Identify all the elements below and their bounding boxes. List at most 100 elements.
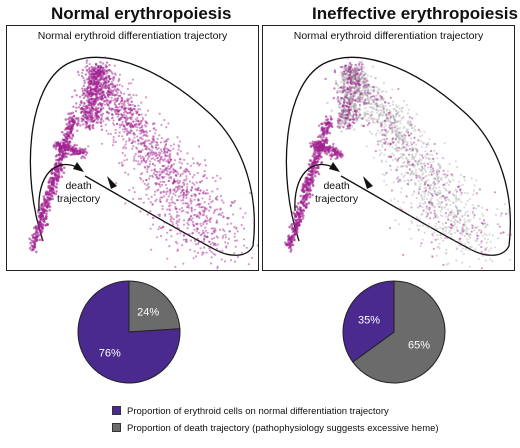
cell-point — [350, 75, 354, 78]
cell-point — [425, 146, 428, 149]
cell-point — [108, 77, 111, 81]
cell-point — [82, 123, 85, 126]
cell-point — [459, 232, 462, 235]
cell-point — [361, 75, 364, 78]
cell-point — [48, 197, 52, 201]
cell-point — [387, 142, 390, 145]
cell-point — [429, 211, 432, 214]
cell-point — [163, 221, 166, 224]
cell-point — [372, 121, 375, 124]
cell-point — [405, 148, 408, 151]
cell-point — [352, 98, 355, 101]
cell-point — [154, 183, 157, 186]
cell-point — [484, 248, 487, 251]
cell-point — [468, 198, 471, 201]
cell-point — [308, 182, 312, 185]
cell-point — [338, 122, 342, 125]
cell-point — [411, 117, 414, 120]
cell-point — [199, 189, 202, 192]
cell-point — [374, 150, 377, 153]
cell-point — [307, 169, 311, 172]
cell-point — [116, 112, 119, 116]
cell-point — [375, 86, 378, 89]
cell-point — [116, 88, 119, 91]
cell-point — [360, 124, 363, 127]
cell-point — [116, 91, 119, 94]
cell-point — [116, 97, 119, 100]
cell-point — [108, 87, 111, 90]
cell-point — [202, 211, 205, 214]
cell-point — [467, 233, 470, 236]
cell-point — [197, 198, 200, 201]
cell-point — [106, 117, 110, 121]
cell-point — [158, 161, 161, 164]
cell-point — [402, 161, 405, 165]
cell-point — [358, 75, 361, 79]
cell-point — [466, 192, 469, 195]
cell-point — [367, 88, 370, 91]
cell-point — [73, 89, 77, 92]
cell-point — [107, 89, 110, 92]
cell-point — [125, 130, 128, 133]
cell-point — [148, 174, 152, 178]
cell-point — [343, 72, 347, 76]
cell-point — [354, 118, 357, 122]
cell-point — [387, 155, 390, 158]
cell-point — [410, 172, 413, 175]
cell-point — [219, 194, 223, 198]
cell-point — [127, 108, 130, 111]
cell-point — [118, 73, 122, 76]
cell-point — [308, 192, 311, 196]
cell-point — [446, 170, 449, 173]
cell-point — [459, 210, 462, 213]
cell-point — [417, 139, 420, 142]
cell-point — [403, 164, 406, 167]
cell-point — [85, 64, 89, 68]
cell-point — [476, 234, 479, 238]
cell-point — [192, 162, 195, 165]
cell-point — [414, 155, 417, 158]
cell-point — [164, 167, 167, 170]
cell-point — [322, 133, 326, 137]
cell-point — [451, 217, 454, 220]
cell-point — [402, 115, 405, 118]
cell-point — [161, 177, 164, 180]
cell-point — [296, 207, 300, 211]
cell-point — [458, 217, 461, 220]
cell-point — [444, 176, 447, 179]
cell-point — [368, 119, 371, 122]
cell-point — [395, 112, 398, 115]
cell-point — [416, 174, 419, 178]
cell-point — [445, 204, 448, 207]
cell-point — [416, 150, 419, 153]
cell-point — [450, 223, 453, 226]
cell-point — [91, 126, 94, 129]
cell-point — [172, 218, 175, 221]
cell-point — [159, 167, 162, 170]
cell-point — [226, 223, 229, 226]
cell-point — [142, 201, 145, 204]
cell-point — [225, 245, 228, 248]
cell-point — [386, 120, 389, 123]
cell-point — [430, 173, 433, 176]
cell-point — [121, 113, 124, 116]
cell-point — [159, 200, 162, 203]
cell-point — [205, 215, 208, 218]
cell-point — [379, 140, 382, 143]
cell-point — [385, 160, 388, 163]
cell-point — [190, 219, 193, 222]
cell-point — [453, 239, 456, 242]
cell-point — [367, 90, 370, 93]
cell-point — [110, 113, 114, 116]
cell-point — [84, 121, 88, 124]
cell-point — [176, 232, 179, 235]
cell-point — [42, 211, 45, 214]
cell-point — [212, 252, 215, 255]
cell-point — [404, 134, 407, 137]
cell-point — [377, 109, 380, 112]
cell-point — [112, 122, 115, 125]
cell-point — [183, 179, 186, 182]
cell-point — [299, 201, 303, 204]
cell-point — [363, 84, 366, 87]
cell-point — [92, 69, 96, 72]
